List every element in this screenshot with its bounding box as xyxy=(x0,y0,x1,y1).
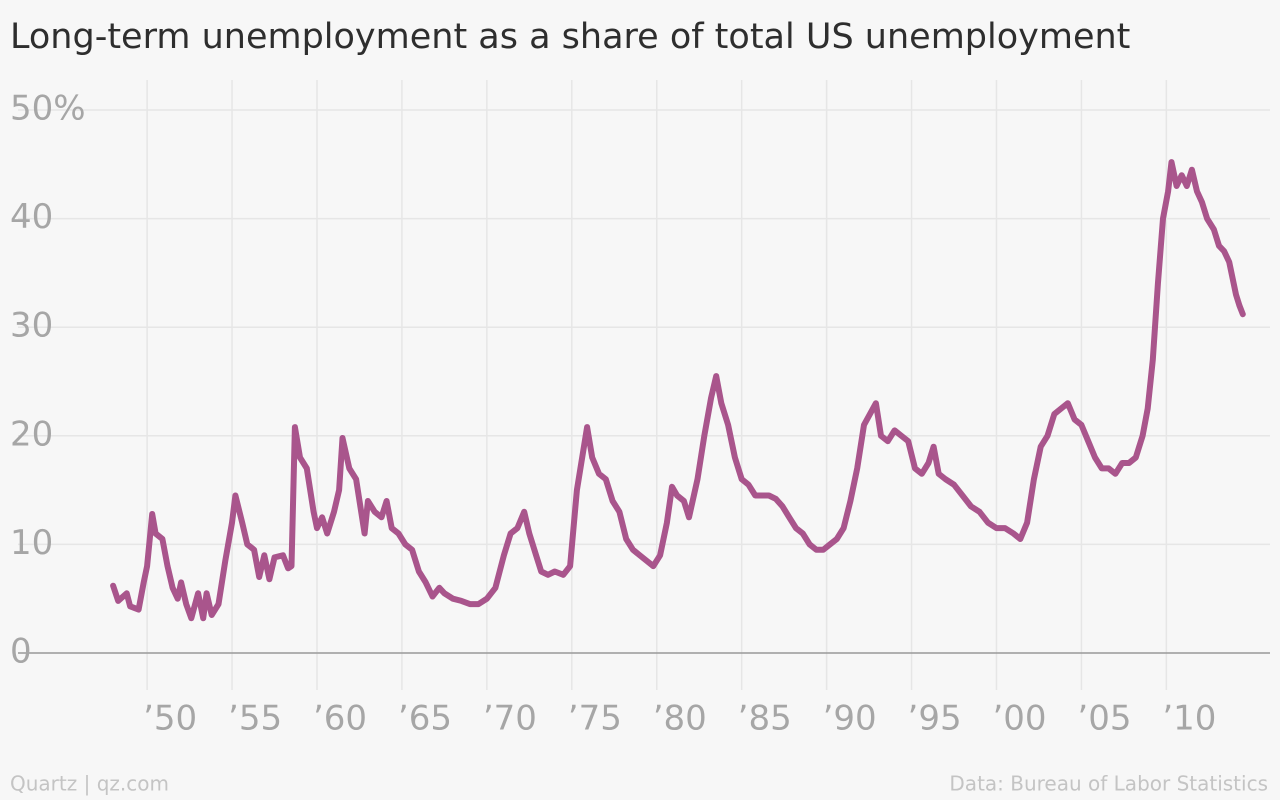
x-tick-label: ’10 xyxy=(1162,699,1216,739)
x-tick-label: ’00 xyxy=(992,699,1046,739)
x-tick-label: ’85 xyxy=(738,699,792,739)
source-right: Data: Bureau of Labor Statistics xyxy=(949,772,1268,796)
x-tick-label: ’90 xyxy=(823,699,877,739)
x-tick-label: ’60 xyxy=(313,699,367,739)
x-tick-label: ’95 xyxy=(908,699,962,739)
x-tick-label: ’80 xyxy=(653,699,707,739)
x-tick-label: ’65 xyxy=(398,699,452,739)
source-left: Quartz | qz.com xyxy=(10,772,169,796)
x-tick-label: ’70 xyxy=(483,699,537,739)
x-tick-label: ’05 xyxy=(1077,699,1131,739)
x-tick-label: ’50 xyxy=(143,699,197,739)
x-tick-label: ’75 xyxy=(568,699,622,739)
y-tick-label: 30 xyxy=(10,306,53,346)
y-tick-label: 50% xyxy=(10,89,86,129)
y-tick-label: 20 xyxy=(10,414,53,454)
y-tick-label: 10 xyxy=(10,523,53,563)
y-tick-label: 40 xyxy=(10,197,53,237)
x-tick-label: ’55 xyxy=(228,699,282,739)
data-line xyxy=(110,159,1246,622)
chart-title: Long-term unemployment as a share of tot… xyxy=(10,17,1130,57)
y-tick-label: 0 xyxy=(10,632,32,672)
